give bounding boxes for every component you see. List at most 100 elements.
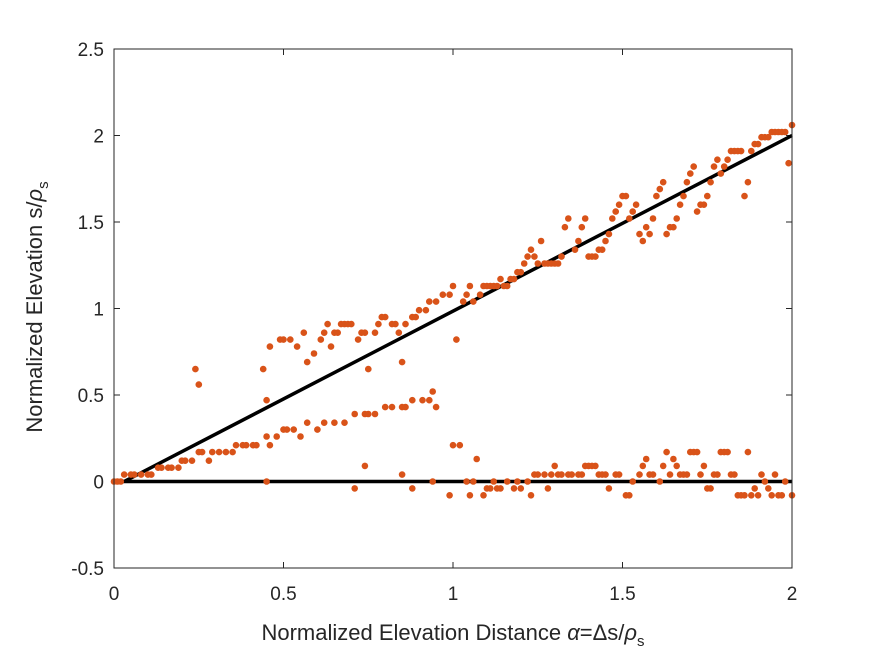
data-point — [266, 343, 274, 350]
data-point — [351, 485, 359, 492]
middle-branch-series — [195, 388, 440, 465]
data-point — [554, 260, 562, 267]
data-point — [205, 457, 213, 465]
data-point — [653, 192, 660, 200]
data-point — [198, 448, 206, 456]
data-point — [741, 192, 748, 200]
data-point — [232, 441, 240, 449]
data-point — [470, 478, 477, 485]
data-point — [626, 215, 633, 222]
data-point — [663, 448, 670, 456]
data-point — [561, 223, 569, 231]
data-point — [466, 492, 474, 499]
data-point — [656, 185, 664, 193]
data-point — [548, 471, 555, 478]
data-point — [419, 396, 426, 404]
data-point — [592, 253, 599, 260]
data-point — [670, 223, 677, 231]
data-point — [649, 215, 657, 222]
data-point — [480, 492, 487, 499]
reference-diagonal-line — [123, 133, 793, 484]
data-point — [673, 215, 680, 222]
data-point — [290, 426, 298, 433]
data-point — [117, 478, 125, 485]
data-point — [466, 282, 474, 290]
data-point — [266, 441, 274, 449]
data-point — [724, 156, 731, 163]
data-point — [303, 358, 311, 366]
data-point — [592, 462, 599, 470]
data-point — [700, 462, 708, 470]
data-point — [409, 396, 416, 404]
x-tick-label: 1.5 — [609, 584, 635, 605]
data-point — [426, 396, 433, 404]
data-point — [429, 388, 437, 395]
data-point — [493, 282, 501, 290]
data-point — [724, 448, 731, 456]
data-point — [754, 140, 762, 148]
data-point — [520, 260, 528, 267]
data-point — [581, 215, 589, 222]
data-point — [531, 253, 538, 260]
x-tick-label: 0 — [109, 584, 120, 605]
data-point — [714, 156, 721, 163]
data-point — [476, 291, 484, 299]
data-point — [575, 237, 582, 245]
data-point — [676, 201, 684, 208]
data-point — [693, 448, 701, 456]
data-point — [263, 396, 270, 404]
data-point — [748, 147, 755, 155]
data-point — [785, 159, 792, 167]
data-point — [598, 246, 606, 253]
data-point — [449, 441, 457, 449]
data-point — [242, 441, 250, 449]
zero-branch-series — [263, 441, 796, 499]
data-point — [470, 298, 477, 305]
data-point — [280, 336, 287, 343]
data-point — [534, 260, 542, 267]
data-point — [693, 208, 701, 215]
data-point — [283, 426, 291, 433]
data-point — [371, 410, 379, 418]
data-point — [649, 471, 657, 478]
data-point — [490, 478, 498, 485]
data-point — [273, 433, 281, 440]
data-point — [602, 237, 609, 245]
data-point — [432, 403, 440, 411]
data-point — [432, 298, 440, 305]
data-point — [751, 485, 758, 492]
data-point — [615, 471, 623, 478]
data-point — [293, 343, 301, 350]
data-point — [351, 410, 359, 418]
data-point — [510, 275, 518, 283]
data-point — [704, 192, 711, 200]
data-point — [497, 485, 504, 492]
data-point — [741, 492, 748, 499]
data-point — [459, 298, 467, 305]
data-point — [537, 237, 545, 245]
data-point — [781, 478, 789, 485]
data-point — [510, 485, 518, 492]
data-point — [426, 298, 433, 305]
data-point — [781, 128, 789, 136]
data-point — [148, 471, 155, 478]
data-point — [541, 471, 548, 478]
data-point — [639, 237, 647, 245]
y-tick-label: 0 — [93, 473, 104, 494]
x-tick-label: 2 — [787, 584, 798, 605]
data-point — [754, 492, 762, 499]
data-point — [771, 471, 779, 478]
data-point — [320, 329, 328, 337]
data-point — [175, 464, 182, 472]
data-point — [229, 448, 236, 456]
data-point — [558, 471, 565, 478]
data-point — [571, 246, 579, 253]
data-point — [524, 253, 531, 260]
data-point — [629, 208, 636, 215]
data-point — [527, 492, 535, 499]
data-point — [622, 192, 630, 200]
data-point — [720, 163, 728, 170]
data-point — [402, 320, 409, 328]
y-tick-label: -0.5 — [71, 559, 104, 580]
